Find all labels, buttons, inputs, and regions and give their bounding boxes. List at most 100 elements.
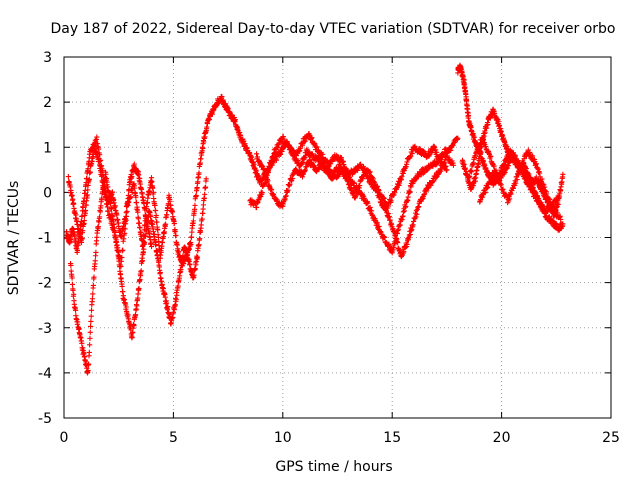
- data-point: [478, 149, 484, 155]
- data-point: [539, 176, 545, 182]
- data-point: [202, 191, 208, 197]
- data-point: [174, 292, 180, 298]
- data-point: [70, 226, 76, 233]
- x-tick-label: 15: [383, 430, 401, 446]
- data-point: [162, 221, 169, 227]
- data-point: [155, 227, 161, 233]
- data-point: [109, 189, 116, 195]
- data-point: [165, 303, 171, 310]
- data-point: [84, 192, 91, 198]
- data-point: [157, 269, 163, 276]
- data-point: [132, 312, 139, 318]
- data-point: [560, 221, 566, 227]
- data-point: [287, 181, 293, 187]
- y-tick-label: 1: [43, 140, 52, 156]
- data-point: [254, 154, 261, 160]
- data-point: [137, 276, 143, 283]
- data-point: [68, 262, 74, 269]
- data-point: [108, 206, 115, 212]
- chart-title: Day 187 of 2022, Sidereal Day-to-day VTE…: [51, 21, 616, 37]
- plot-frame: [63, 56, 612, 419]
- data-point: [112, 203, 118, 209]
- data-point: [92, 258, 98, 264]
- data-point: [188, 234, 195, 240]
- data-point: [141, 246, 147, 252]
- data-point: [199, 216, 205, 222]
- data-point: [387, 217, 393, 223]
- x-tick-label: 0: [60, 430, 69, 446]
- data-point: [237, 129, 243, 136]
- data-point: [72, 238, 79, 244]
- data-point: [329, 176, 335, 182]
- data-point: [283, 193, 289, 199]
- data-point: [169, 209, 176, 215]
- data-point: [388, 198, 394, 204]
- data-point: [132, 185, 138, 191]
- data-point: [99, 195, 105, 201]
- x-tick-label: 25: [602, 430, 620, 446]
- axis-ticks: 0 5 10 15 20 25 -5 -4 -3 -2 -1 0 1 2 3: [38, 50, 620, 446]
- data-point: [142, 207, 148, 213]
- data-point: [173, 296, 179, 302]
- data-point: [69, 281, 76, 288]
- data-point: [353, 193, 359, 199]
- data-point: [354, 167, 360, 173]
- data-point: [513, 180, 519, 186]
- data-point: [87, 335, 93, 341]
- data-point: [290, 176, 296, 182]
- data-point: [72, 233, 78, 239]
- data-point: [174, 242, 180, 248]
- data-point: [150, 185, 156, 191]
- data-point: [192, 202, 198, 208]
- data-point: [560, 171, 566, 177]
- data-point: [95, 224, 101, 230]
- data-point: [97, 214, 103, 220]
- data-point: [89, 296, 96, 302]
- data-point: [160, 285, 166, 291]
- y-tick-label: -1: [38, 231, 52, 247]
- data-point: [259, 190, 265, 196]
- data-point: [119, 233, 125, 239]
- data-point: [470, 130, 476, 137]
- y-axis-label: SDTVAR / TECUs: [6, 181, 22, 296]
- data-point: [192, 266, 198, 272]
- data-point: [253, 168, 259, 174]
- data-point: [171, 220, 177, 227]
- data-point: [558, 216, 564, 223]
- data-point: [498, 182, 504, 188]
- data-point: [253, 151, 260, 157]
- data-point: [170, 309, 176, 315]
- data-point: [64, 229, 70, 235]
- data-point: [190, 218, 197, 224]
- data-point: [139, 258, 146, 264]
- data-point: [401, 249, 407, 255]
- data-point: [117, 264, 123, 270]
- y-tick-label: 0: [43, 185, 52, 201]
- data-point: [119, 254, 125, 261]
- data-point: [97, 163, 103, 169]
- data-point: [444, 167, 450, 173]
- data-point: [119, 283, 125, 289]
- data-point: [191, 272, 197, 278]
- data-point: [314, 144, 320, 150]
- data-point: [201, 139, 207, 145]
- data-point: [153, 212, 159, 218]
- data-point: [468, 169, 475, 175]
- data-point: [88, 307, 95, 313]
- data-point: [69, 275, 75, 281]
- data-point: [114, 212, 120, 218]
- data-point: [374, 184, 381, 190]
- data-point: [150, 189, 156, 195]
- x-tick-label: 10: [274, 430, 292, 446]
- x-axis-label: GPS time / hours: [275, 459, 392, 475]
- data-point: [142, 239, 148, 245]
- data-point: [136, 285, 142, 292]
- data-point: [485, 121, 491, 128]
- data-point: [131, 323, 137, 329]
- data-point: [70, 196, 76, 202]
- data-point: [154, 219, 160, 225]
- data-point: [111, 225, 117, 231]
- data-point: [504, 144, 510, 150]
- data-point: [455, 135, 461, 141]
- data-point: [80, 345, 86, 351]
